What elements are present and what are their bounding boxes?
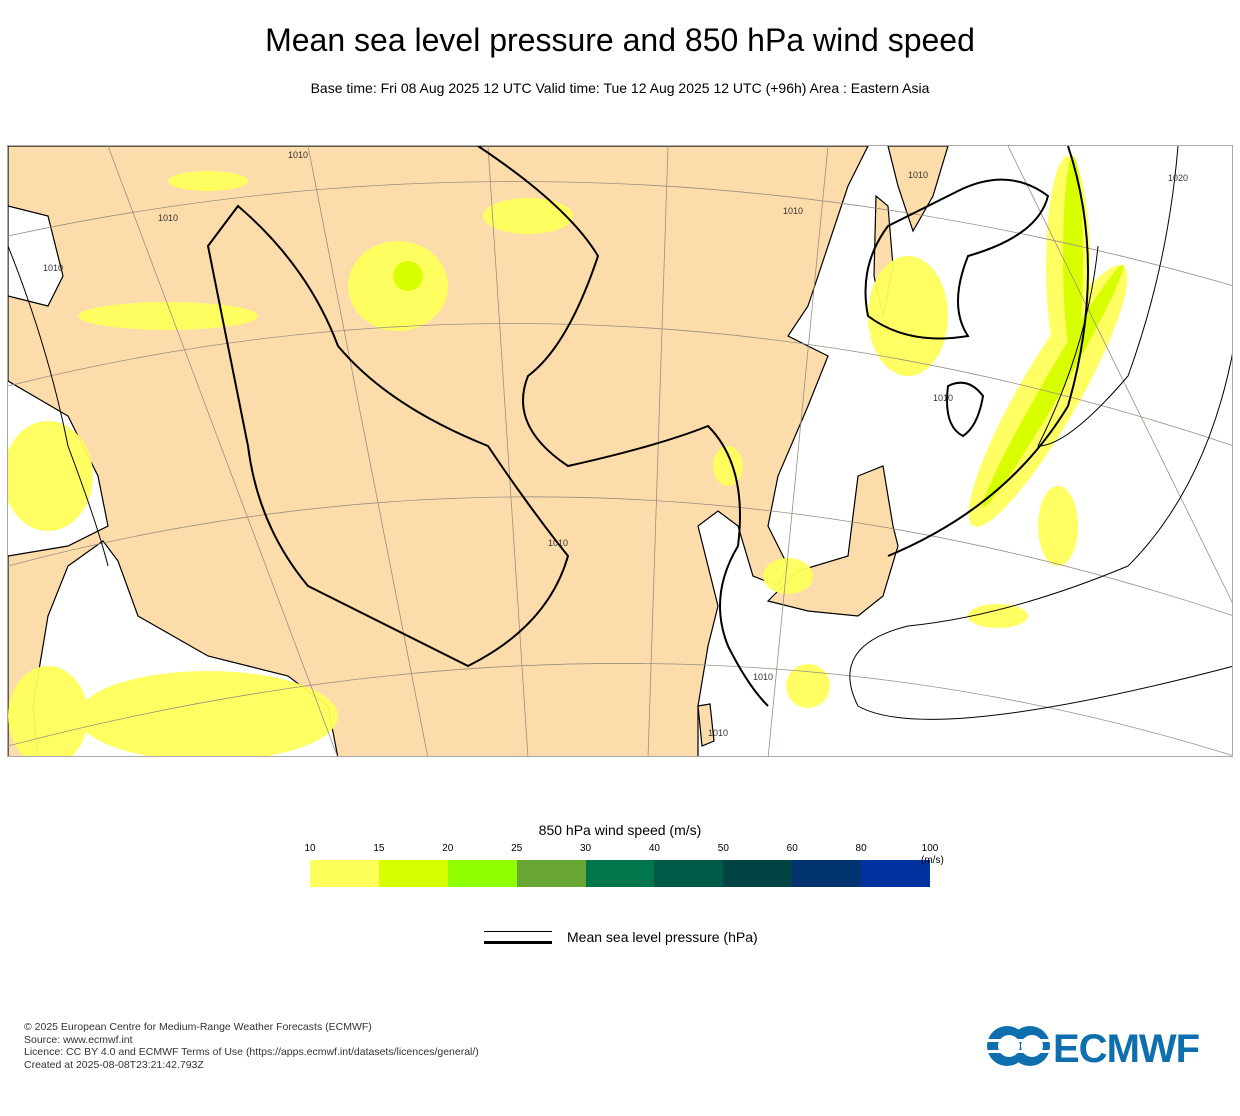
- colorbar-tick: 60: [786, 843, 798, 854]
- weather-map[interactable]: 1010 1010 1010 1010 1010 1010 1010 1010 …: [7, 145, 1233, 757]
- colorbar-segment: [447, 860, 517, 887]
- contour-label: 1010: [753, 672, 773, 682]
- footer-credits: © 2025 European Centre for Medium-Range …: [24, 1021, 479, 1071]
- colorbar-segment: [585, 860, 655, 887]
- contour-label: 1010: [783, 206, 803, 216]
- msl-legend-label: Mean sea level pressure (hPa): [567, 929, 758, 945]
- page-title: Mean sea level pressure and 850 hPa wind…: [265, 22, 975, 58]
- wind-legend-title: 850 hPa wind speed (m/s): [538, 822, 702, 838]
- colorbar-segment: [516, 860, 586, 887]
- contour-label: 1010: [908, 170, 928, 180]
- colorbar: [310, 860, 931, 887]
- colorbar-segment: [792, 860, 862, 887]
- contour-label: 1010: [548, 538, 568, 548]
- colorbar-tick: 15: [373, 843, 385, 854]
- svg-text:ECMWF: ECMWF: [1053, 1027, 1199, 1070]
- graticule: [8, 146, 1232, 756]
- colorbar-segment: [723, 860, 793, 887]
- colorbar-segment: [310, 860, 379, 887]
- msl-legend-symbol: [484, 931, 552, 944]
- contour-label: 1010: [288, 150, 308, 160]
- page-subtitle: Base time: Fri 08 Aug 2025 12 UTC Valid …: [310, 80, 930, 96]
- colorbar-tick: 50: [717, 843, 729, 854]
- colorbar-tick: 100: [921, 843, 939, 854]
- contour-label: 1010: [933, 393, 953, 403]
- map-svg: 1010 1010 1010 1010 1010 1010 1010 1010 …: [8, 146, 1232, 756]
- land-kamchatka: [887, 146, 949, 233]
- colorbar-tick: 30: [579, 843, 592, 854]
- colorbar-segment: [378, 860, 448, 887]
- colorbar-segment: [861, 860, 931, 887]
- contour-label: 1010: [158, 213, 178, 223]
- land-taiwan: [697, 703, 715, 747]
- colorbar-tick: 20: [442, 843, 454, 854]
- licence: Licence: CC BY 4.0 and ECMWF Terms of Us…: [24, 1046, 479, 1058]
- wind-speed-areas-15: [393, 156, 1124, 508]
- contour-labels: 1010 1010 1010 1010 1010 1010 1010 1010 …: [43, 150, 1188, 738]
- source: Source: www.ecmwf.int: [24, 1033, 133, 1046]
- contour-label: 1010: [43, 263, 63, 273]
- colorbar-tick: 40: [648, 843, 660, 854]
- contour-label: 1020: [1168, 173, 1188, 183]
- colorbar-tick: 10: [304, 843, 316, 854]
- ecmwf-logo: ECMWF: [985, 1024, 1220, 1075]
- copyright: © 2025 European Centre for Medium-Range …: [24, 1021, 372, 1033]
- colorbar-tick: 80: [855, 843, 867, 854]
- colorbar-tick: 25: [511, 843, 523, 854]
- pressure-contours: [8, 146, 1232, 720]
- created-at: Created at 2025-08-08T23:21:42.793Z: [24, 1058, 204, 1071]
- colorbar-segment: [654, 860, 724, 887]
- contour-label: 1010: [708, 728, 728, 738]
- colorbar-unit: (m/s): [921, 855, 944, 866]
